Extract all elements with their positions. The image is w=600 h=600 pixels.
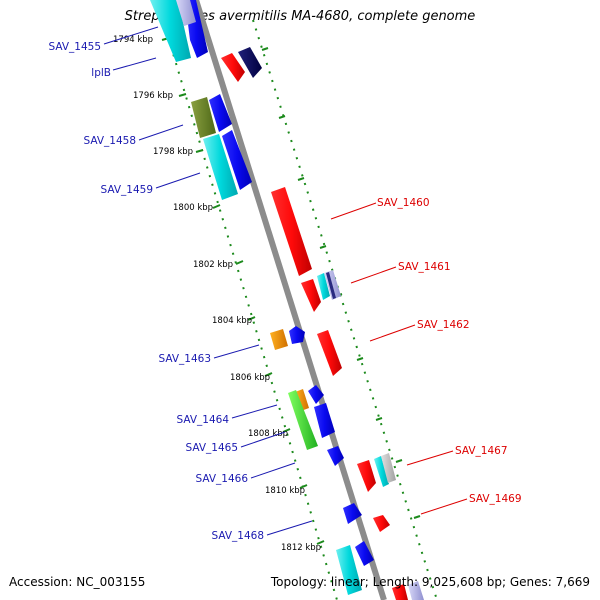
gene-arrow[interactable] <box>271 187 312 276</box>
right-leader-lines <box>330 202 468 515</box>
tick-label: 1796 kbp <box>133 91 173 101</box>
gene-arrow[interactable] <box>308 385 324 404</box>
gene-label-right[interactable]: SAV_1462 <box>417 319 470 331</box>
tick-label: 1806 kbp <box>230 373 270 383</box>
gene-arrow[interactable] <box>317 273 330 300</box>
gene-arrow[interactable] <box>408 581 424 600</box>
ruler-tick-marks <box>161 37 325 545</box>
genome-summary-text: Topology: linear; Length: 9,025,608 bp; … <box>270 575 590 589</box>
gene-label-left[interactable]: lplB <box>91 67 111 79</box>
gene-label-left[interactable]: SAV_1455 <box>48 41 101 53</box>
tick-label: 1810 kbp <box>265 486 305 496</box>
gene-arrow[interactable] <box>326 272 336 299</box>
gene-arrow[interactable] <box>314 403 335 438</box>
gene-arrow[interactable] <box>374 456 389 487</box>
gene-label-left[interactable]: SAV_1464 <box>176 414 229 426</box>
tick-label: 1804 kbp <box>212 316 252 326</box>
gene-arrow[interactable] <box>221 53 245 82</box>
tick-label: 1808 kbp <box>248 429 288 439</box>
gene-arrow[interactable] <box>176 0 196 26</box>
gene-arrow[interactable] <box>289 326 305 344</box>
gene-arrow[interactable] <box>355 541 374 566</box>
gene-label-right[interactable]: SAV_1467 <box>455 445 508 457</box>
gene-arrow[interactable] <box>209 94 232 132</box>
tick-label: 1794 kbp <box>113 35 153 45</box>
accession-text: Accession: NC_003155 <box>9 575 146 589</box>
left-leader-lines <box>103 26 313 536</box>
gene-arrow[interactable] <box>295 389 309 411</box>
gene-label-right[interactable]: SAV_1461 <box>398 261 451 273</box>
gene-arrow[interactable] <box>191 97 216 138</box>
gene-arrow[interactable] <box>373 515 390 532</box>
gene-label-left[interactable]: SAV_1459 <box>100 184 153 196</box>
gene-arrow[interactable] <box>238 47 262 78</box>
gene-arrow[interactable] <box>150 0 191 62</box>
gene-label-left[interactable]: SAV_1468 <box>211 530 264 542</box>
gene-arrow[interactable] <box>301 279 321 312</box>
gene-arrow[interactable] <box>336 545 362 595</box>
gene-label-left[interactable]: SAV_1466 <box>195 473 248 485</box>
tick-label: 1802 kbp <box>193 260 233 270</box>
gene-arrow[interactable] <box>222 130 252 190</box>
tick-label: 1800 kbp <box>173 203 213 213</box>
gene-arrow[interactable] <box>317 330 342 376</box>
gene-arrow[interactable] <box>357 460 376 492</box>
gene-label-right[interactable]: SAV_1469 <box>469 493 522 505</box>
gene-arrow[interactable] <box>343 503 362 524</box>
gene-arrow[interactable] <box>381 453 396 483</box>
right-ruler-tick-marks <box>261 47 421 519</box>
genome-title: Streptomyces avermitilis MA-4680, comple… <box>124 9 476 24</box>
gene-label-right[interactable]: SAV_1460 <box>377 197 430 209</box>
gene-label-left[interactable]: SAV_1465 <box>185 442 238 454</box>
genome-backbone <box>193 0 387 600</box>
tick-label: 1798 kbp <box>153 147 193 157</box>
tick-label: 1812 kbp <box>281 543 321 553</box>
left-ruler <box>162 19 338 600</box>
gene-label-left[interactable]: SAV_1463 <box>158 353 211 365</box>
gene-arrow[interactable] <box>392 584 408 600</box>
gene-arrow[interactable] <box>270 329 288 350</box>
gene-arrow[interactable] <box>327 446 344 466</box>
gene-label-left[interactable]: SAV_1458 <box>83 135 136 147</box>
gene-arrow[interactable] <box>203 134 238 200</box>
gene-arrow[interactable] <box>288 390 318 450</box>
